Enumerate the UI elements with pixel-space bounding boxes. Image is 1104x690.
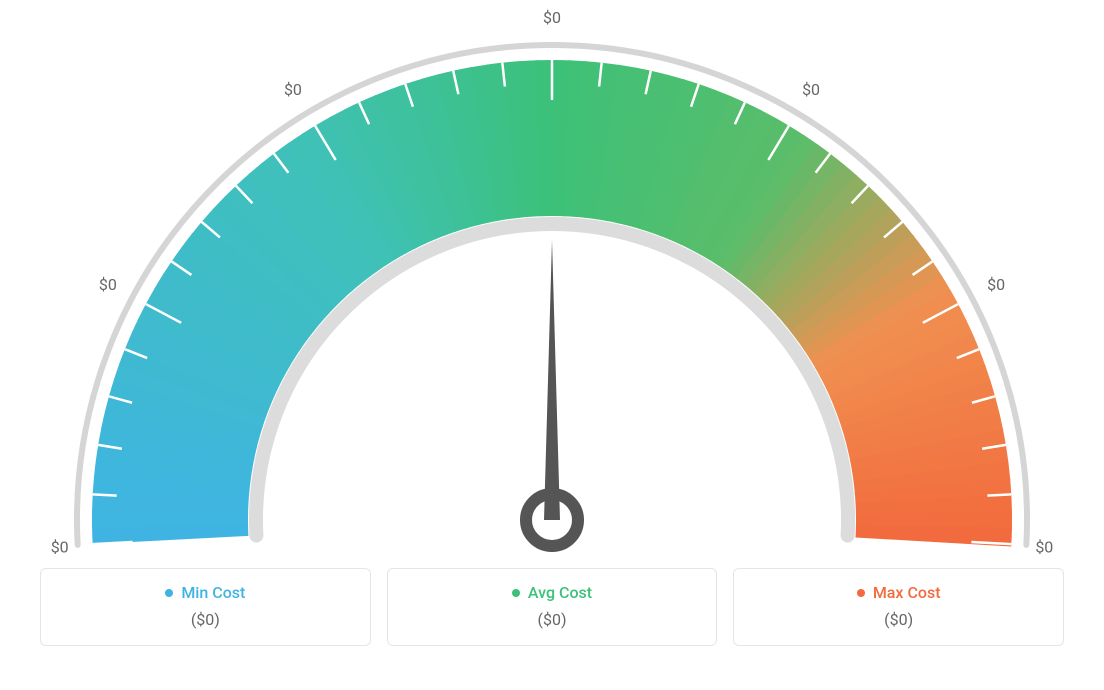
gauge-tick-label: $0 (1035, 537, 1053, 556)
gauge-tick-label: $0 (802, 80, 820, 99)
dot-icon (857, 589, 865, 597)
gauge-tick-label: $0 (987, 275, 1005, 294)
legend-card-avg: Avg Cost ($0) (387, 568, 718, 646)
cost-gauge: $0 $0 $0 $0 $0 $0 $0 (0, 0, 1104, 560)
legend-text-max: Max Cost (873, 583, 941, 602)
legend-row: Min Cost ($0) Avg Cost ($0) Max Cost ($0… (0, 568, 1104, 646)
legend-value-max: ($0) (754, 610, 1043, 629)
legend-card-min: Min Cost ($0) (40, 568, 371, 646)
gauge-tick-label: $0 (51, 537, 69, 556)
legend-label-min: Min Cost (61, 583, 350, 602)
gauge-tick-label: $0 (284, 80, 302, 99)
legend-label-max: Max Cost (754, 583, 1043, 602)
legend-value-avg: ($0) (408, 610, 697, 629)
dot-icon (512, 589, 520, 597)
legend-label-avg: Avg Cost (408, 583, 697, 602)
gauge-tick-label: $0 (99, 275, 117, 294)
legend-value-min: ($0) (61, 610, 350, 629)
gauge-tick-label: $0 (543, 8, 561, 27)
legend-card-max: Max Cost ($0) (733, 568, 1064, 646)
legend-text-avg: Avg Cost (528, 583, 592, 602)
gauge-svg: $0 $0 $0 $0 $0 $0 $0 (0, 0, 1104, 560)
dot-icon (165, 589, 173, 597)
legend-text-min: Min Cost (181, 583, 245, 602)
